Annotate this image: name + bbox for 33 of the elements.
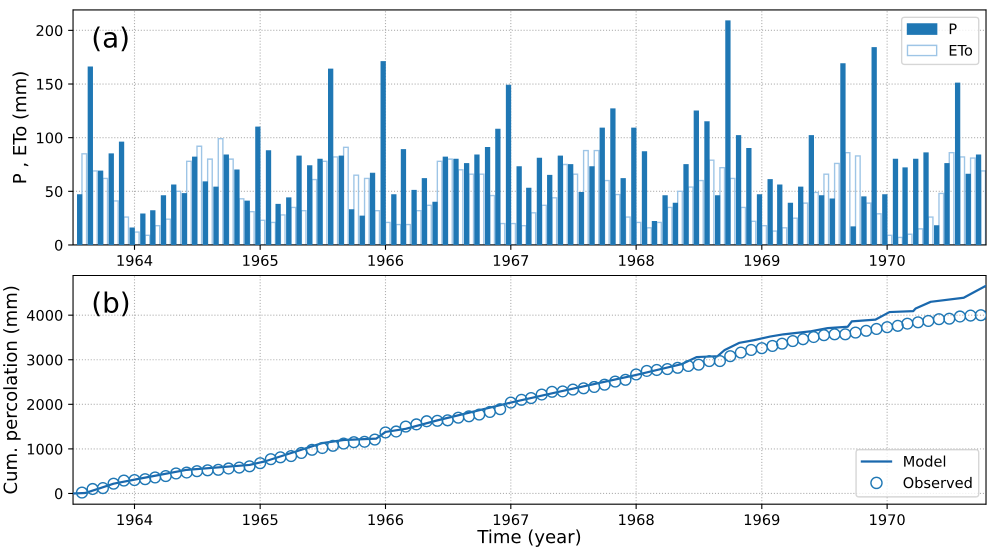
x-tick-label: 1969 xyxy=(744,514,780,526)
legend-label: ETo xyxy=(950,44,972,56)
x-tick-label: 1964 xyxy=(118,254,152,266)
x-tick-label: 1964 xyxy=(118,514,152,526)
x-tick-label: 1968 xyxy=(619,254,654,266)
y-tick-label: 1000 xyxy=(28,444,62,455)
y-tick-label: 200 xyxy=(36,25,62,36)
x-tick-label: 1965 xyxy=(243,514,278,526)
y-tick-label: 0 xyxy=(55,488,62,500)
x-tick-label: 1966 xyxy=(368,254,404,266)
x-axis-title: Time (year) xyxy=(477,529,580,547)
y-tick-label: 100 xyxy=(37,132,62,144)
x-tick-label: 1970 xyxy=(870,254,905,266)
y-tick-label: 3000 xyxy=(27,354,62,366)
legend-label: P xyxy=(950,24,957,34)
legend-label: Model xyxy=(904,456,946,467)
y-tick-label: 2000 xyxy=(27,399,62,410)
x-tick-label: 1966 xyxy=(368,514,404,526)
y-tick-label: 50 xyxy=(46,186,62,198)
y-tick-label: 0 xyxy=(55,240,62,251)
y-tick-label: 4000 xyxy=(26,310,62,321)
annotation: (b) xyxy=(94,292,128,316)
x-tick-label: 1969 xyxy=(744,254,780,266)
x-tick-label: 1968 xyxy=(619,514,654,526)
x-tick-label: 1967 xyxy=(494,514,528,526)
annotation: (a) xyxy=(94,26,128,52)
x-tick-label: 1967 xyxy=(494,254,528,266)
y-axis-title: Cum. percolation (mm) xyxy=(3,286,21,494)
legend-label: Observed xyxy=(904,476,972,488)
x-tick-label: 1965 xyxy=(243,254,278,266)
x-tick-label: 1970 xyxy=(870,514,905,526)
y-axis-title: P , ETo (mm) xyxy=(12,72,29,182)
y-tick-label: 150 xyxy=(37,78,62,90)
